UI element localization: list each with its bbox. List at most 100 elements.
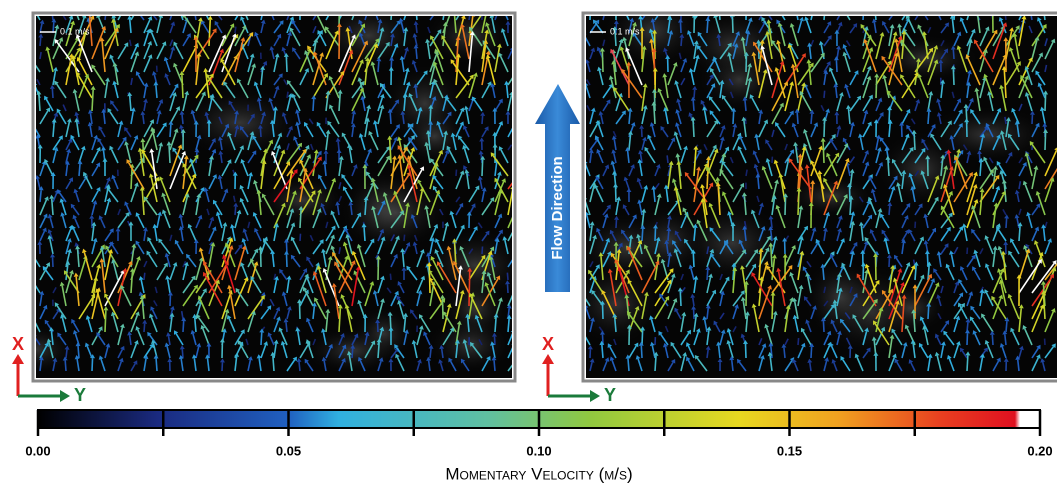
velocity-vector <box>797 113 798 124</box>
velocity-vector <box>469 272 470 306</box>
velocity-vector <box>65 360 66 371</box>
vector-head <box>744 2 749 6</box>
vector-head <box>613 1 618 5</box>
vector-head <box>1022 4 1027 9</box>
velocity-vector <box>785 197 786 215</box>
velocity-vector <box>169 145 170 163</box>
velocity-vector <box>915 266 916 280</box>
vector-panel: 0.1 m/s <box>0 0 531 381</box>
velocity-vector <box>507 273 508 280</box>
axis-y-label: Y <box>604 385 616 405</box>
velocity-vector <box>143 115 144 124</box>
vector-head <box>678 8 683 12</box>
velocity-vector <box>914 134 915 150</box>
velocity-vector <box>602 345 603 358</box>
velocity-vector <box>313 99 314 111</box>
vector-head <box>501 5 506 10</box>
vector-head <box>176 3 181 8</box>
vector-panel: 0.1 m/s <box>565 0 1057 381</box>
vector-head <box>969 2 974 7</box>
velocity-vector <box>378 61 379 72</box>
velocity-vector <box>641 346 642 358</box>
velocity-vector <box>655 356 656 371</box>
vector-head <box>701 5 705 10</box>
velocity-vector <box>746 170 747 176</box>
velocity-vector <box>416 25 417 33</box>
vector-head <box>372 5 377 10</box>
vector-head <box>725 7 729 12</box>
vector-head <box>861 4 866 8</box>
velocity-vector <box>495 317 496 332</box>
velocity-vector <box>390 113 391 124</box>
velocity-vector <box>430 125 431 137</box>
vector-head <box>953 2 958 6</box>
velocity-vector <box>182 75 183 98</box>
velocity-vector <box>771 346 772 358</box>
scale-label: 0.1 m/s <box>610 26 640 36</box>
velocity-vector <box>784 348 785 358</box>
velocity-vector <box>953 69 954 85</box>
velocity-vector <box>39 95 40 111</box>
velocity-vector <box>811 114 812 124</box>
velocity-vector <box>693 121 694 137</box>
velocity-vector <box>694 90 695 98</box>
velocity-vector <box>66 350 67 358</box>
velocity-vector <box>642 330 643 345</box>
velocity-vector <box>482 116 483 124</box>
vector-head <box>268 7 273 12</box>
velocity-vector <box>745 100 746 111</box>
vector-head <box>527 158 531 163</box>
vector-head <box>240 5 244 10</box>
velocity-vector <box>482 160 483 176</box>
velocity-vector <box>494 337 495 345</box>
velocity-vector <box>798 338 799 345</box>
velocity-vector <box>105 310 106 332</box>
vector-head <box>793 3 798 7</box>
velocity-vector <box>693 254 694 267</box>
velocity-vector <box>40 38 41 46</box>
velocity-vector <box>824 91 825 98</box>
vector-head <box>934 7 939 12</box>
velocity-vector <box>850 199 851 215</box>
vector-head <box>660 6 664 11</box>
velocity-vector <box>260 129 261 137</box>
velocity-vector <box>365 200 366 215</box>
velocity-vector <box>732 17 733 33</box>
velocity-vector <box>78 346 79 358</box>
velocity-vector <box>286 322 287 332</box>
velocity-vector <box>273 356 274 371</box>
vector-head <box>406 3 411 8</box>
vector-head <box>70 0 75 5</box>
velocity-vector <box>771 219 772 228</box>
velocity-vector <box>52 89 53 98</box>
vector-head <box>443 1 448 5</box>
vector-head <box>331 4 335 9</box>
vector-head <box>200 4 204 9</box>
vector-head <box>192 6 197 10</box>
colorbar-tick-label: 0.20 <box>1027 443 1052 458</box>
velocity-vector <box>823 142 824 163</box>
vector-head <box>344 3 348 8</box>
vector-head <box>646 7 650 12</box>
velocity-vector <box>1019 226 1020 241</box>
velocity-vector <box>824 121 825 137</box>
velocity-vector <box>299 362 300 371</box>
axis-y-label: Y <box>74 385 86 405</box>
velocity-vector <box>235 207 236 215</box>
vector-head <box>262 4 267 8</box>
velocity-vector <box>628 359 629 371</box>
velocity-vector <box>508 319 509 332</box>
velocity-vector <box>992 335 993 345</box>
velocity-vector <box>79 164 80 176</box>
velocity-vector <box>889 206 890 215</box>
vector-head <box>137 3 141 8</box>
velocity-vector <box>403 115 404 124</box>
velocity-vector <box>876 77 877 98</box>
velocity-vector <box>980 162 981 176</box>
velocity-vector <box>494 360 495 371</box>
velocity-vector <box>707 350 708 358</box>
velocity-vector <box>416 48 417 59</box>
velocity-vector <box>92 90 93 111</box>
colorbar-tick-label: 0.10 <box>526 443 551 458</box>
vector-head <box>716 1 721 5</box>
